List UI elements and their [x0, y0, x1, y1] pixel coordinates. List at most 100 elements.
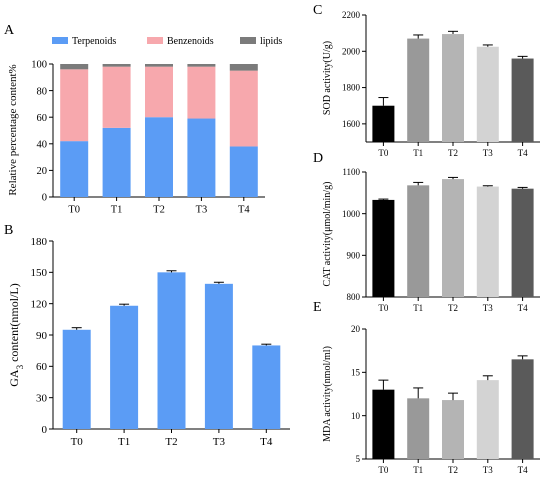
bar — [407, 185, 430, 297]
x-tick-label: T1 — [413, 465, 423, 475]
x-tick-label: T4 — [260, 436, 273, 448]
bar — [407, 38, 430, 143]
y-tick-label: 80 — [37, 86, 48, 97]
y-tick-label: 100 — [31, 60, 47, 71]
y-tick-label: 1800 — [342, 83, 361, 93]
x-tick-label: T0 — [378, 465, 388, 475]
bar-segment — [229, 64, 258, 71]
x-tick-label: T0 — [71, 436, 84, 448]
chart-c: 1600 1800 2000 2200 T0 T1 T2 T3 T4 SOD activity(U… — [322, 10, 540, 158]
y-axis-label: MDA activity(nmol/ml) — [322, 346, 333, 442]
x-tick-label: T2 — [448, 303, 458, 313]
x-tick-label: T4 — [238, 205, 250, 216]
bar-segment — [187, 118, 216, 197]
bar — [204, 283, 233, 429]
bar — [476, 186, 499, 297]
bar — [252, 345, 281, 429]
bar-segment — [102, 66, 131, 128]
y-tick-label: 60 — [36, 361, 48, 373]
x-tick-label: T1 — [111, 205, 123, 216]
bar — [476, 46, 499, 142]
x-tick-label: T2 — [448, 148, 458, 158]
x-tick-label: T3 — [483, 148, 493, 158]
bar-segment — [229, 146, 258, 197]
y-tick-label: 180 — [31, 236, 48, 248]
y-axis-label: SOD activity(U/g) — [322, 41, 333, 115]
y-tick-label: 120 — [31, 299, 48, 311]
bar — [372, 105, 395, 142]
y-axis-label: CAT activity(μmol/min/g) — [322, 182, 333, 287]
bar — [511, 188, 534, 297]
panel-letter-b: B — [4, 223, 13, 238]
y-tick-label: 1100 — [342, 167, 360, 177]
legend-swatch — [147, 37, 163, 44]
bar-segment — [60, 64, 89, 70]
legend-label: lipids — [260, 36, 282, 47]
bar — [62, 329, 91, 429]
y-tick-label: 1600 — [342, 119, 361, 129]
bar — [442, 34, 464, 142]
bar — [407, 398, 430, 459]
chart-d: 800 900 1000 1100 T0 T1 T2 T3 T4 CAT activity(μmo… — [322, 167, 540, 313]
bar-segment — [229, 70, 258, 147]
panel-letter-e: E — [313, 300, 322, 315]
bar — [442, 179, 464, 297]
chart-a: 0 20 40 60 80 100 T0 T1 T2 T3 T4 Terpenoids Benzenoi… — [7, 36, 282, 216]
panel-letter-d: D — [313, 151, 323, 166]
y-tick-label: 40 — [37, 139, 48, 150]
y-tick-label: 5 — [356, 454, 361, 464]
x-tick-label: T1 — [118, 436, 130, 448]
y-axis-label-suffix: content(nmol/L) — [7, 283, 21, 365]
x-tick-label: T2 — [153, 205, 165, 216]
legend-swatch — [240, 37, 256, 44]
y-tick-label: 0 — [42, 193, 47, 204]
bar-segment — [145, 117, 173, 197]
x-tick-label: T0 — [68, 205, 80, 216]
x-tick-label: T3 — [483, 465, 493, 475]
panel-letter-a: A — [4, 23, 15, 38]
x-tick-label: T4 — [518, 303, 528, 313]
bar — [511, 58, 534, 142]
x-tick-label: T3 — [483, 303, 493, 313]
y-tick-label: 2000 — [342, 46, 361, 56]
chart-b: 0 30 60 90 120 150 180 T0 T1 T2 T3 T4 GA3 content(nm… — [7, 236, 290, 448]
bar-segment — [60, 141, 89, 197]
y-tick-label: 2200 — [342, 10, 361, 20]
legend-label: Benzenoids — [167, 36, 214, 47]
y-tick-label: 1000 — [342, 209, 361, 219]
bar — [511, 359, 534, 459]
bar-segment — [145, 64, 173, 67]
x-tick-label: T3 — [213, 436, 226, 448]
x-tick-label: T0 — [378, 303, 388, 313]
bar — [157, 272, 186, 429]
y-tick-label: 900 — [347, 250, 361, 260]
chart-e: 5 10 15 20 T0 T1 T2 T3 T4 MDA activity(nmol/ml) — [322, 324, 540, 475]
bar — [476, 380, 499, 459]
y-tick-label: 20 — [351, 324, 361, 334]
x-tick-label: T1 — [413, 148, 423, 158]
bar — [372, 389, 395, 459]
x-tick-label: T4 — [518, 148, 528, 158]
y-axis-label: Relative percentage content% — [7, 64, 19, 195]
bar-segment — [145, 66, 173, 118]
legend-label: Terpenoids — [72, 36, 116, 47]
y-tick-label: 60 — [37, 113, 48, 124]
y-axis-label: GA3 content(nmol/L) — [7, 283, 25, 387]
x-tick-label: T2 — [165, 436, 177, 448]
legend-swatch — [52, 37, 68, 44]
bar — [372, 199, 395, 297]
y-tick-label: 800 — [347, 292, 361, 302]
x-tick-label: T2 — [448, 465, 458, 475]
y-tick-label: 30 — [36, 393, 48, 405]
x-tick-label: T1 — [413, 303, 423, 313]
y-axis-label-subscript: 3 — [15, 364, 25, 369]
y-tick-label: 90 — [36, 330, 48, 342]
y-tick-label: 150 — [31, 267, 48, 279]
x-tick-label: T0 — [378, 148, 388, 158]
bar-segment — [187, 66, 216, 119]
bar-segment — [102, 64, 131, 67]
x-tick-label: T4 — [518, 465, 528, 475]
y-tick-label: 15 — [351, 367, 361, 377]
panel-letter-c: C — [313, 3, 322, 18]
